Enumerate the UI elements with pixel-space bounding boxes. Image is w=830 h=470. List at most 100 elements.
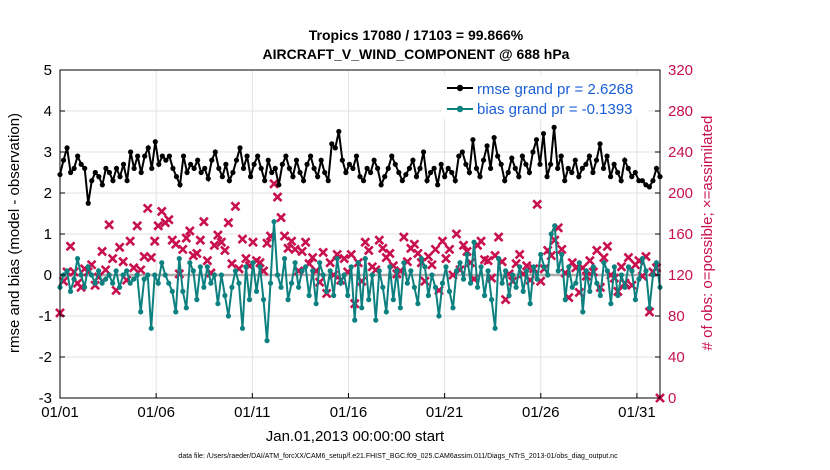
- rmse-point: [272, 165, 278, 171]
- bias-point: [260, 297, 267, 303]
- bias-point: [622, 284, 628, 290]
- rmse-point: [99, 182, 105, 188]
- assimilated-point-stroke: [153, 220, 164, 231]
- bias-point: [618, 272, 625, 278]
- assimilated-point: [283, 243, 293, 254]
- assimilated-point-stroke: [132, 220, 143, 231]
- assimilated-point: [556, 244, 567, 255]
- assimilated-point-stroke: [219, 245, 230, 256]
- bias-point: [590, 264, 596, 270]
- rmse-point: [413, 174, 420, 180]
- assimilated-point: [128, 262, 139, 273]
- series-bias: [57, 219, 663, 344]
- bias-point: [204, 264, 210, 270]
- bias-point: [394, 268, 400, 274]
- bias-point: [148, 325, 154, 331]
- rmse-point: [166, 153, 173, 159]
- assimilated-point: [423, 251, 434, 262]
- bias-point: [117, 284, 123, 290]
- rmse-point: [71, 165, 77, 171]
- rmse-point: [424, 178, 430, 184]
- bias-point: [348, 264, 354, 270]
- assimilated-point: [241, 253, 251, 264]
- bias-point: [569, 284, 575, 290]
- bias-point: [239, 325, 246, 331]
- assimilated-point-stroke: [163, 214, 174, 225]
- rmse-point: [431, 165, 437, 171]
- bias-point: [331, 292, 337, 299]
- bias-point: [327, 268, 333, 274]
- assimilated-point-stroke: [262, 238, 272, 249]
- rmse-point: [360, 178, 367, 184]
- bias-point: [594, 280, 600, 286]
- assimilated-point-stroke: [65, 241, 76, 252]
- bias-point: [524, 268, 530, 274]
- rmse-point: [103, 165, 109, 171]
- rmse-point: [184, 169, 190, 176]
- rmse-point: [332, 145, 338, 151]
- bias-point: [264, 338, 270, 344]
- y-tick-label: -2: [39, 349, 52, 366]
- bias-point: [162, 272, 168, 278]
- y-tick-label: 4: [44, 103, 52, 120]
- assimilated-point-stroke: [318, 247, 329, 258]
- assimilated-point-stroke: [170, 239, 181, 250]
- assimilated-point: [493, 232, 504, 242]
- bias-point: [425, 292, 432, 299]
- bias-point: [145, 272, 151, 278]
- bias-point: [366, 297, 372, 303]
- bias-point: [159, 260, 165, 266]
- bias-point: [141, 276, 147, 282]
- right-axis: 0 40 80 120 160 200 240 280 320: [655, 62, 693, 407]
- assimilated-point: [286, 236, 297, 247]
- bias-line: [59, 221, 661, 341]
- bias-point: [124, 268, 130, 274]
- rmse-point: [138, 169, 144, 176]
- bias-point: [362, 256, 368, 262]
- rmse-point: [163, 157, 169, 163]
- bias-point: [467, 280, 474, 286]
- bias-point: [608, 301, 614, 307]
- rmse-point: [618, 178, 624, 184]
- rmse-point: [463, 161, 469, 167]
- assimilated-point-stroke: [139, 251, 150, 262]
- bias-point: [380, 284, 386, 290]
- rmse-point: [209, 157, 215, 163]
- assimilated-point-stroke: [276, 212, 286, 223]
- assimilated-point-stroke: [216, 237, 227, 248]
- bias-point: [320, 272, 326, 278]
- assimilated-point: [153, 220, 164, 231]
- rmse-point: [283, 153, 289, 159]
- assimilated-point-stroke: [212, 230, 223, 240]
- assimilated-point-stroke: [602, 241, 613, 252]
- rmse-point: [269, 169, 275, 176]
- bias-point: [559, 251, 565, 258]
- assimilated-point-stroke: [237, 234, 248, 245]
- bias-point: [110, 280, 116, 286]
- bias-point: [488, 297, 495, 303]
- bias-point: [545, 272, 551, 278]
- bias-point: [95, 268, 102, 274]
- rmse-point: [230, 169, 236, 176]
- rmse-point: [226, 178, 233, 184]
- assimilated-point-stroke: [248, 237, 258, 248]
- bias-point: [443, 264, 449, 270]
- bias-point: [601, 260, 607, 266]
- bias-point: [646, 305, 653, 311]
- assimilated-point: [248, 237, 258, 248]
- rmse-point: [202, 165, 208, 171]
- rmse-point: [562, 178, 568, 184]
- rmse-point: [569, 169, 575, 176]
- legend-bias-label: bias grand pr = -0.1393: [477, 101, 633, 118]
- bias-point: [236, 280, 242, 286]
- assimilated-point: [202, 255, 213, 266]
- x-tick-label: 01/21: [426, 404, 464, 421]
- bias-point: [587, 288, 593, 294]
- bias-point: [292, 260, 298, 266]
- assimilated-point: [437, 236, 448, 247]
- rmse-point: [64, 145, 70, 151]
- assimilated-point: [223, 217, 234, 228]
- rmse-point: [502, 178, 508, 184]
- rmse-point: [650, 178, 656, 184]
- rmse-point: [505, 169, 511, 176]
